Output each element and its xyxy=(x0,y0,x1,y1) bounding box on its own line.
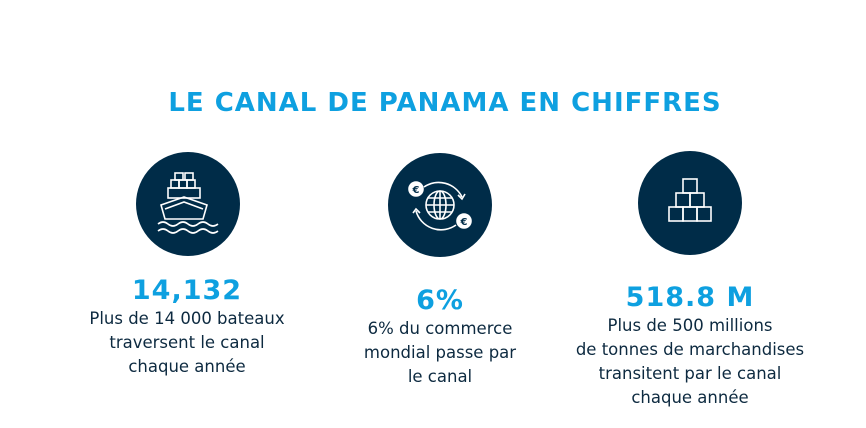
stat-description: Plus de 500 millions de tonnes de marcha… xyxy=(575,316,805,407)
svg-text:€: € xyxy=(460,217,468,228)
svg-text:€: € xyxy=(412,185,420,196)
cargo-ship-icon xyxy=(136,152,240,256)
stat-trade: 6% 6% du commerce mondial passe par le c… xyxy=(305,285,575,389)
stat-value: 518.8 M xyxy=(625,282,755,313)
stat-value: 6% xyxy=(416,285,464,316)
stat-description: 6% du commerce mondial passe par le cana… xyxy=(363,319,517,386)
stat-tonnage: 518.8 M Plus de 500 millions de tonnes d… xyxy=(555,282,825,410)
stat-description: Plus de 14 000 bateaux traversent le can… xyxy=(89,309,285,376)
page-title: LE CANAL DE PANAMA EN CHIFFRES xyxy=(168,88,722,118)
stat-ships: 14,132 Plus de 14 000 bateaux traversent… xyxy=(52,275,322,379)
globe-euro-exchange-icon: € € xyxy=(388,153,492,257)
stacked-boxes-icon xyxy=(638,151,742,255)
stat-value: 14,132 xyxy=(131,275,243,306)
